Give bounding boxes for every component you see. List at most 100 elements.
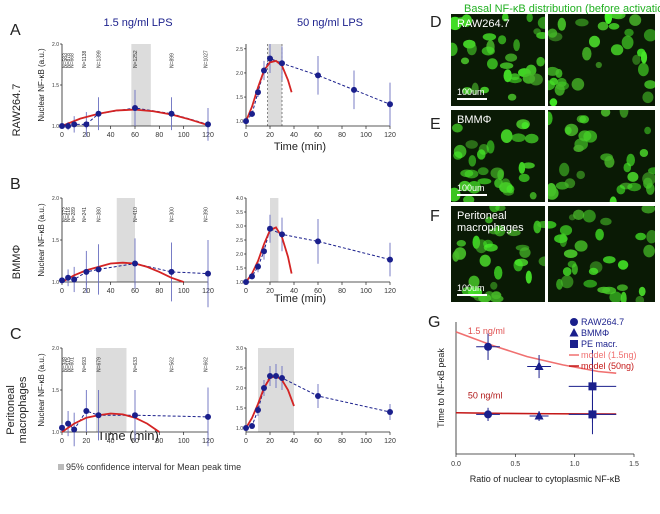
n-label: N=679 (97, 357, 103, 372)
y-tick-label: 2.0 (52, 42, 59, 48)
y-tick-label: 2.5 (236, 238, 243, 244)
data-point (65, 123, 72, 129)
n-label: N=616 (66, 207, 72, 222)
micrograph-bmm-left: BMMΦ 100um (451, 110, 545, 202)
cell (597, 21, 609, 31)
cells-pattern (548, 14, 655, 106)
y-tick-label: 1.0 (236, 119, 243, 125)
cell (456, 240, 466, 247)
data-point (205, 413, 211, 420)
x-tick-label: 40 (107, 132, 115, 139)
cells-pattern (452, 206, 545, 302)
n-label: N=1252 (133, 50, 139, 68)
x-tick-label: 60 (314, 288, 322, 295)
data-point (255, 263, 261, 270)
x-tick-label: 100 (178, 288, 190, 295)
data-point (267, 225, 273, 232)
cell (604, 156, 615, 168)
cell (507, 229, 521, 237)
y-tick-label: 1.0 (52, 430, 59, 436)
cell (574, 240, 588, 252)
cell (498, 35, 507, 45)
y-tick-label: 1.0 (52, 124, 59, 130)
cell (506, 185, 515, 194)
cell (600, 217, 612, 226)
cell (583, 130, 598, 143)
y-tick-label: 2.0 (236, 252, 243, 258)
cell (500, 129, 513, 143)
data-point (249, 423, 255, 429)
micrograph-label-bmm: BMMΦ (457, 114, 492, 126)
x-tick-label: 0.0 (451, 461, 461, 468)
cell (643, 244, 655, 258)
cell (467, 181, 482, 194)
x-tick-label: 120 (384, 438, 396, 445)
caption-text: 95% confidence interval for Mean peak ti… (66, 462, 241, 472)
cell (559, 225, 573, 236)
data-point (65, 420, 72, 427)
y-tick-label: 1.5 (52, 83, 59, 89)
cell (548, 28, 558, 38)
cell (640, 51, 648, 64)
cell (480, 86, 489, 94)
n-label: N=241 (82, 207, 88, 222)
cell (560, 275, 574, 289)
cell (557, 17, 566, 31)
data-point (387, 101, 393, 108)
y-tick-label: 3.5 (236, 210, 243, 216)
cell (502, 14, 509, 22)
model-line-low (455, 331, 617, 374)
model-curve (61, 261, 184, 283)
data-point (243, 118, 249, 125)
x-tick-label: 120 (384, 288, 396, 295)
x-tick-label: 60 (314, 132, 322, 139)
cell (509, 73, 520, 81)
cell (638, 62, 649, 77)
data-point (315, 393, 321, 399)
micrograph-label-pe: Peritoneal macrophages (457, 210, 524, 234)
n-label: N=562 (170, 357, 176, 372)
legend-label: PE macr. (581, 339, 618, 349)
annotation-high: 50 ng/ml (468, 391, 503, 401)
n-label: N=693 (82, 357, 88, 372)
cell (494, 266, 503, 280)
cell (571, 78, 585, 91)
cell (573, 209, 585, 220)
data-point (261, 248, 267, 255)
cell (505, 53, 518, 62)
x-tick-label: 40 (290, 288, 298, 295)
cell (486, 140, 495, 154)
y-tick-label: 1.0 (236, 426, 243, 432)
panel-letter-e: E (430, 116, 441, 133)
cell (643, 29, 655, 42)
cell (491, 291, 502, 300)
cell (536, 56, 545, 67)
cell (564, 178, 576, 189)
data-point (267, 373, 273, 379)
n-label: N=1027 (204, 50, 210, 68)
cell (477, 167, 489, 176)
cell (451, 187, 461, 202)
panel-letter-a: A (10, 22, 21, 39)
annotation-low: 1.5 ng/ml (468, 326, 505, 336)
micrograph-pe-left: Peritoneal macrophages 100um (451, 206, 545, 302)
cell (603, 256, 616, 264)
data-point (273, 373, 279, 379)
data-point (71, 426, 78, 433)
cell (642, 172, 655, 186)
row-label-pe-1: Peritoneal (5, 385, 17, 435)
data-point (249, 273, 255, 280)
n-label: N=668 (70, 53, 76, 68)
cell (624, 28, 634, 37)
legend-marker (569, 328, 579, 337)
data-point (243, 425, 249, 431)
x-tick-label: 80 (155, 132, 163, 139)
cell (559, 162, 570, 177)
cell (489, 206, 500, 213)
cell (548, 183, 557, 197)
data-point (249, 110, 255, 117)
x-tick-label: 20 (266, 132, 274, 139)
cell (575, 18, 589, 27)
cell (462, 87, 473, 95)
